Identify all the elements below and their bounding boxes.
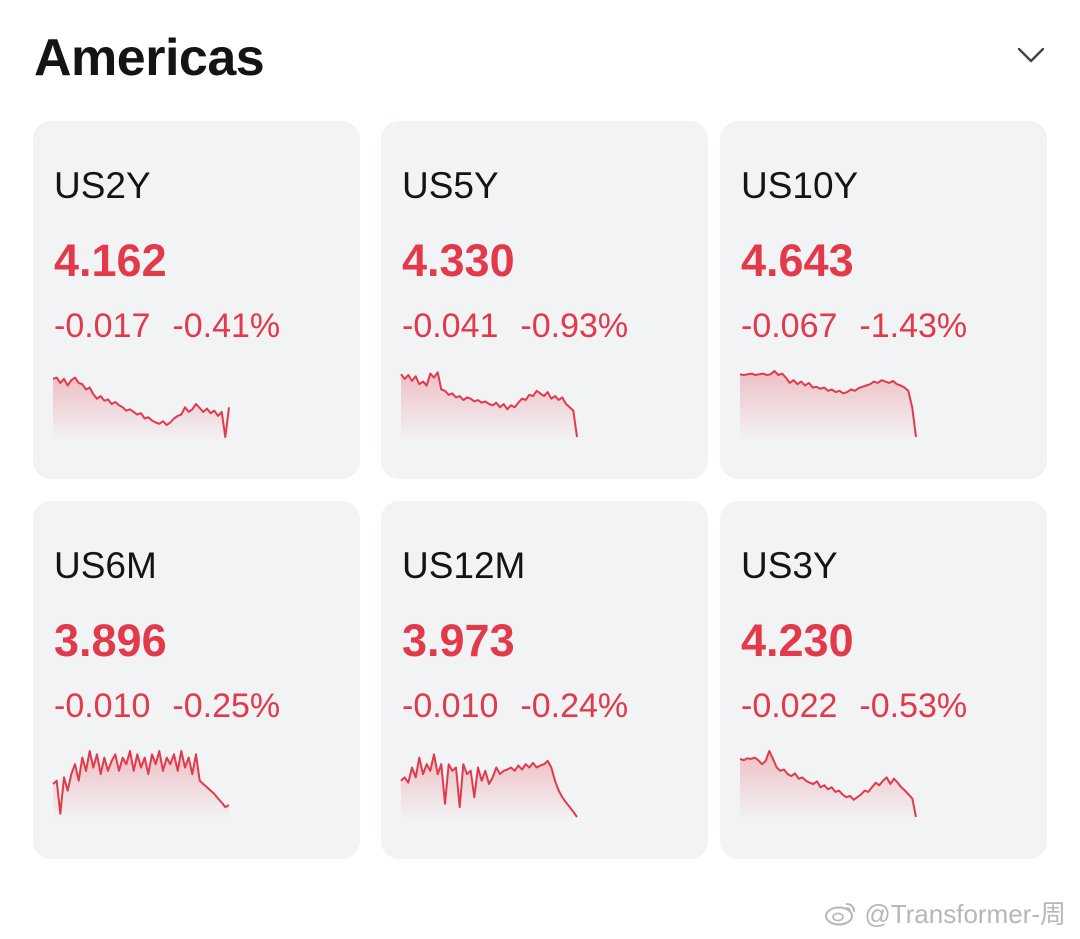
yield-card-us2y[interactable]: US2Y 4.162 -0.017 -0.41% <box>33 121 360 479</box>
card-change-percent: -1.43% <box>859 307 968 345</box>
sparkline-line <box>400 371 578 438</box>
card-change-row: -0.067 -1.43% <box>741 307 967 346</box>
card-price: 4.230 <box>741 615 854 666</box>
sparkline-line <box>52 376 230 438</box>
card-price: 4.330 <box>402 235 515 286</box>
card-price: 4.643 <box>741 235 854 286</box>
sparkline-chart <box>400 371 578 441</box>
card-change-row: -0.041 -0.93% <box>402 307 628 346</box>
section-title: Americas <box>34 29 265 87</box>
card-change: -0.041 <box>402 307 499 345</box>
card-price: 3.973 <box>402 615 515 666</box>
watermark: @Transformer-周 <box>824 894 1066 931</box>
bond-yield-grid: US2Y 4.162 -0.017 -0.41% US5Y 4.330 -0.04… <box>33 121 1048 861</box>
yield-card-us5y[interactable]: US5Y 4.330 -0.041 -0.93% <box>381 121 708 479</box>
card-change: -0.010 <box>54 687 151 725</box>
card-symbol: US3Y <box>741 545 838 586</box>
watermark-text: @Transformer-周 <box>864 899 1066 929</box>
yield-card-us3y[interactable]: US3Y 4.230 -0.022 -0.53% <box>720 501 1047 859</box>
card-price: 4.162 <box>54 235 167 286</box>
weibo-icon <box>825 902 856 925</box>
sparkline-chart <box>739 370 917 441</box>
card-symbol: US5Y <box>402 165 499 206</box>
card-price: 3.896 <box>54 615 167 666</box>
card-change: -0.017 <box>54 307 151 345</box>
sparkline-chart <box>52 750 230 821</box>
sparkline-area <box>740 371 916 441</box>
yield-card-us12m[interactable]: US12M 3.973 -0.010 -0.24% <box>381 501 708 859</box>
card-symbol: US10Y <box>741 165 859 206</box>
card-change-percent: -0.41% <box>172 307 281 345</box>
card-change-row: -0.010 -0.24% <box>402 687 628 726</box>
sparkline-area <box>401 372 577 441</box>
card-change-percent: -0.53% <box>859 687 968 725</box>
card-symbol: US2Y <box>54 165 151 206</box>
card-change-row: -0.022 -0.53% <box>741 687 967 726</box>
section-header: Americas <box>34 22 1054 102</box>
sparkline-area <box>740 751 916 821</box>
sparkline-chart <box>739 750 917 821</box>
chevron-down-icon[interactable] <box>1014 38 1048 72</box>
sparkline-line <box>400 753 578 818</box>
sparkline-chart <box>400 753 578 821</box>
card-change: -0.010 <box>402 687 499 725</box>
sparkline-chart <box>52 376 230 441</box>
sparkline-line <box>739 370 917 438</box>
sparkline-area <box>53 751 229 821</box>
yield-card-us6m[interactable]: US6M 3.896 -0.010 -0.25% <box>33 501 360 859</box>
sparkline-line <box>739 750 917 818</box>
sparkline-line <box>52 750 230 815</box>
card-change: -0.022 <box>741 687 838 725</box>
card-change-row: -0.010 -0.25% <box>54 687 280 726</box>
card-change-percent: -0.24% <box>520 687 629 725</box>
card-symbol: US6M <box>54 545 157 586</box>
sparkline-area <box>53 377 229 441</box>
card-change-percent: -0.25% <box>172 687 281 725</box>
card-symbol: US12M <box>402 545 526 586</box>
card-change-percent: -0.93% <box>520 307 629 345</box>
card-change: -0.067 <box>741 307 838 345</box>
card-change-row: -0.017 -0.41% <box>54 307 280 346</box>
yield-card-us10y[interactable]: US10Y 4.643 -0.067 -1.43% <box>720 121 1047 479</box>
